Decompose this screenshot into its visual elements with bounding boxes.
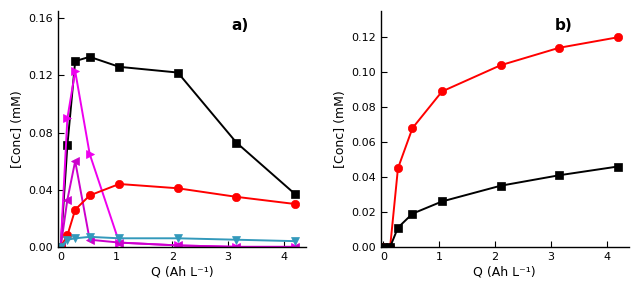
Line: oxamic: oxamic	[56, 67, 299, 251]
glyoxylic	[86, 235, 93, 239]
maleic	[86, 238, 93, 242]
NH4+	[438, 90, 446, 93]
NO3-	[497, 184, 504, 187]
NH4+	[614, 36, 621, 39]
oxamic	[63, 117, 71, 120]
Line: oxalic: oxalic	[56, 53, 299, 251]
acetic	[232, 195, 240, 199]
glyoxylic	[174, 237, 182, 240]
glyoxylic	[115, 237, 123, 240]
NO3-	[380, 245, 387, 249]
NH4+	[394, 166, 402, 170]
X-axis label: Q (Ah L⁻¹): Q (Ah L⁻¹)	[474, 266, 536, 279]
acetic	[57, 245, 65, 249]
Line: acetic: acetic	[56, 180, 299, 251]
NH4+	[497, 64, 504, 67]
glyoxylic	[63, 238, 71, 242]
maleic	[174, 244, 182, 247]
maleic	[291, 245, 299, 249]
maleic	[115, 241, 123, 244]
Line: NH4+: NH4+	[380, 33, 622, 251]
Y-axis label: [Conc] (mM): [Conc] (mM)	[334, 90, 347, 168]
oxalic	[174, 71, 182, 74]
oxalic	[291, 192, 299, 196]
Line: glyoxylic: glyoxylic	[56, 233, 299, 251]
X-axis label: Q (Ah L⁻¹): Q (Ah L⁻¹)	[150, 266, 213, 279]
NO3-	[614, 165, 621, 168]
oxalic	[57, 245, 65, 249]
oxamic	[57, 245, 65, 249]
NH4+	[556, 46, 563, 50]
acetic	[174, 186, 182, 190]
oxalic	[232, 141, 240, 144]
glyoxylic	[71, 237, 79, 240]
Line: NO3-: NO3-	[380, 162, 622, 251]
acetic	[63, 234, 71, 237]
oxalic	[71, 59, 79, 63]
oxamic	[71, 69, 79, 73]
glyoxylic	[57, 245, 65, 249]
acetic	[115, 182, 123, 186]
Text: a): a)	[232, 18, 249, 33]
oxamic	[174, 244, 182, 247]
oxamic	[291, 245, 299, 249]
maleic	[71, 160, 79, 163]
oxamic	[232, 245, 240, 249]
acetic	[291, 202, 299, 206]
NO3-	[408, 212, 416, 215]
Y-axis label: [Conc] (mM): [Conc] (mM)	[11, 90, 24, 168]
maleic	[232, 245, 240, 249]
NH4+	[380, 245, 387, 249]
oxalic	[86, 55, 93, 59]
oxamic	[86, 152, 93, 156]
NO3-	[394, 226, 402, 229]
oxalic	[63, 144, 71, 147]
NO3-	[438, 200, 446, 203]
oxalic	[115, 65, 123, 68]
maleic	[57, 245, 65, 249]
oxamic	[115, 241, 123, 244]
Line: maleic: maleic	[56, 157, 299, 251]
NO3-	[556, 173, 563, 177]
NH4+	[387, 245, 394, 249]
NH4+	[408, 126, 416, 130]
glyoxylic	[291, 240, 299, 243]
maleic	[63, 198, 71, 202]
Text: b): b)	[554, 18, 572, 33]
glyoxylic	[232, 238, 240, 242]
acetic	[86, 194, 93, 197]
acetic	[71, 208, 79, 211]
NO3-	[387, 245, 394, 249]
